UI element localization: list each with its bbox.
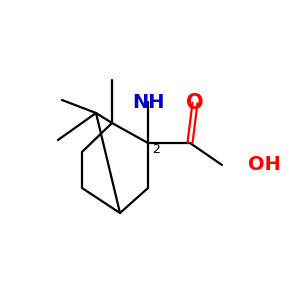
Text: 2: 2 xyxy=(152,143,160,156)
Text: NH: NH xyxy=(132,92,164,112)
Text: OH: OH xyxy=(248,155,281,175)
Text: O: O xyxy=(186,93,204,113)
